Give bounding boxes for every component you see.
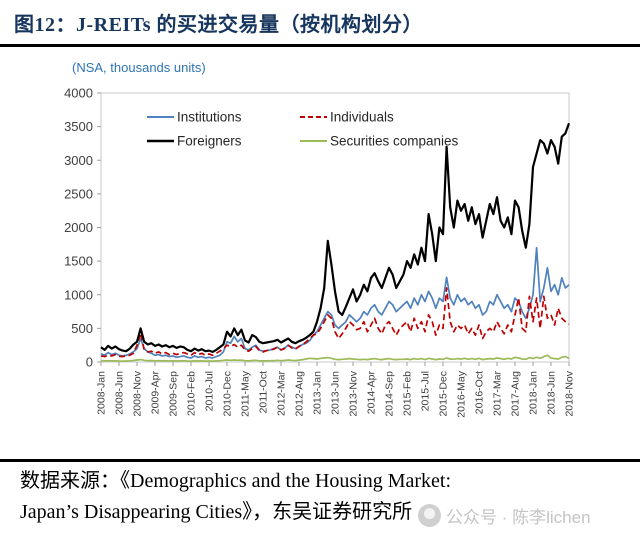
y-axis-label-2000: 2000 — [64, 220, 93, 235]
legend-label-individuals: Individuals — [330, 110, 394, 125]
series-line-securities-companies — [100, 354, 570, 362]
series-line-individuals — [100, 287, 570, 358]
series-line-institutions — [100, 246, 570, 359]
x-axis-label-2008-Jun: 2008-Jun — [114, 371, 126, 415]
x-axis-label-2013-Jan: 2013-Jan — [312, 371, 324, 415]
x-axis-label-2008-Nov: 2008-Nov — [132, 370, 144, 416]
legend-label-foreigners: Foreigners — [177, 134, 242, 149]
y-axis-label-3000: 3000 — [64, 153, 93, 168]
x-axis-label-2018-Jun: 2018-Jun — [546, 371, 558, 415]
watermark-text: 公众号 · 陈李lichen — [446, 508, 591, 527]
wechat-logo-icon — [418, 504, 441, 527]
x-axis-label-2013-Jun: 2013-Jun — [330, 371, 342, 415]
x-axis-label-2014-Apr: 2014-Apr — [366, 371, 378, 415]
x-axis-label-2009-Sep: 2009-Sep — [168, 371, 180, 417]
watermark: 公众号 · 陈李lichen — [418, 503, 591, 528]
y-axis-label-4000: 4000 — [64, 86, 93, 101]
x-axis-label-2012-Aug: 2012-Aug — [294, 371, 306, 417]
top-divider — [0, 44, 640, 47]
legend-label-securities-companies: Securities companies — [330, 134, 459, 149]
axis-unit-label: (NSA, thousands units) — [72, 60, 206, 75]
x-axis-label-2011-Oct: 2011-Oct — [258, 371, 270, 413]
x-axis-label-2010-Dec: 2010-Dec — [222, 371, 234, 417]
x-axis-label-2011-May: 2011-May — [240, 370, 252, 417]
x-axis-label-2015-Feb: 2015-Feb — [402, 371, 414, 416]
x-axis-label-2008-Jan: 2008-Jan — [96, 371, 108, 415]
x-axis-label-2017-Aug: 2017-Aug — [510, 371, 522, 417]
series-line-foreigners — [100, 122, 571, 353]
x-axis-label-2010-Jul: 2010-Jul — [204, 371, 216, 411]
x-axis-label-2012-Mar: 2012-Mar — [276, 371, 288, 416]
x-axis-label-2015-Jul: 2015-Jul — [420, 371, 432, 411]
x-axis-label-2016-Oct: 2016-Oct — [474, 371, 486, 414]
x-axis-label-2013-Nov: 2013-Nov — [348, 370, 360, 416]
y-axis-label-500: 500 — [71, 321, 93, 336]
x-axis-label-2009-Apr: 2009-Apr — [150, 371, 162, 415]
y-axis-label-0: 0 — [86, 355, 93, 370]
y-axis-label-1000: 1000 — [64, 287, 93, 302]
x-axis-label-2018-Nov: 2018-Nov — [564, 370, 576, 416]
x-axis-label-2015-Dec: 2015-Dec — [438, 371, 450, 417]
x-axis-label-2014-Sep: 2014-Sep — [384, 371, 396, 417]
x-axis-label-2016-May: 2016-May — [456, 370, 468, 417]
legend-label-institutions: Institutions — [177, 110, 242, 125]
y-axis-label-1500: 1500 — [64, 254, 93, 269]
data-source-note: 数据来源：《Demographics and the Housing Marke… — [20, 466, 630, 528]
figure-title: 图12：J-REITs 的买进交易量（按机构划分） — [14, 14, 424, 36]
x-axis-label-2017-Mar: 2017-Mar — [492, 371, 504, 416]
y-axis-label-2500: 2500 — [64, 186, 93, 201]
source-line-1: 数据来源：《Demographics and the Housing Marke… — [20, 470, 452, 492]
chart-canvas: 0 500 1000 1500 2000 2500 3000 3500 4000 2008-Jan… — [64, 86, 576, 418]
source-line-2: Japan’s Disappearing Cities》，东吴证券研究所 — [20, 501, 413, 523]
bottom-divider — [0, 459, 640, 462]
y-axis-label-3500: 3500 — [64, 119, 93, 134]
line-chart: 0 500 1000 1500 2000 2500 3000 3500 4000 2008-Jan… — [0, 85, 640, 460]
x-axis-label-2010-Feb: 2010-Feb — [186, 371, 198, 416]
x-axis-label-2018-Jan: 2018-Jan — [528, 371, 540, 415]
